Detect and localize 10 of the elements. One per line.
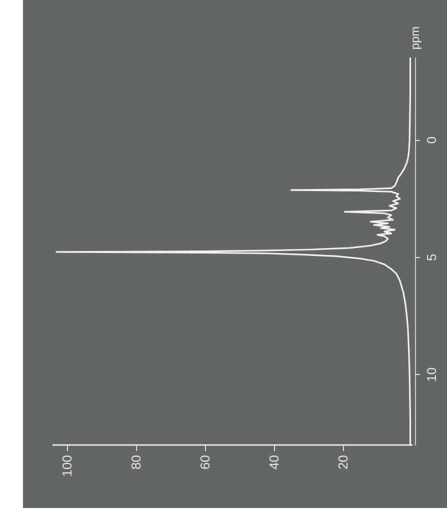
y-axis-title: ppm — [408, 26, 422, 50]
y-tick-label: 0 — [424, 136, 439, 144]
x-tick-label: 20 — [335, 455, 350, 470]
y-tick-label: 10 — [424, 367, 439, 382]
x-tick-label: 60 — [197, 455, 212, 470]
line-series — [56, 57, 412, 446]
x-tick-label: 80 — [128, 455, 144, 470]
x-tick-label: 40 — [266, 455, 282, 470]
y-tick-label: 5 — [424, 254, 439, 261]
x-tick-label: 100 — [59, 455, 74, 477]
